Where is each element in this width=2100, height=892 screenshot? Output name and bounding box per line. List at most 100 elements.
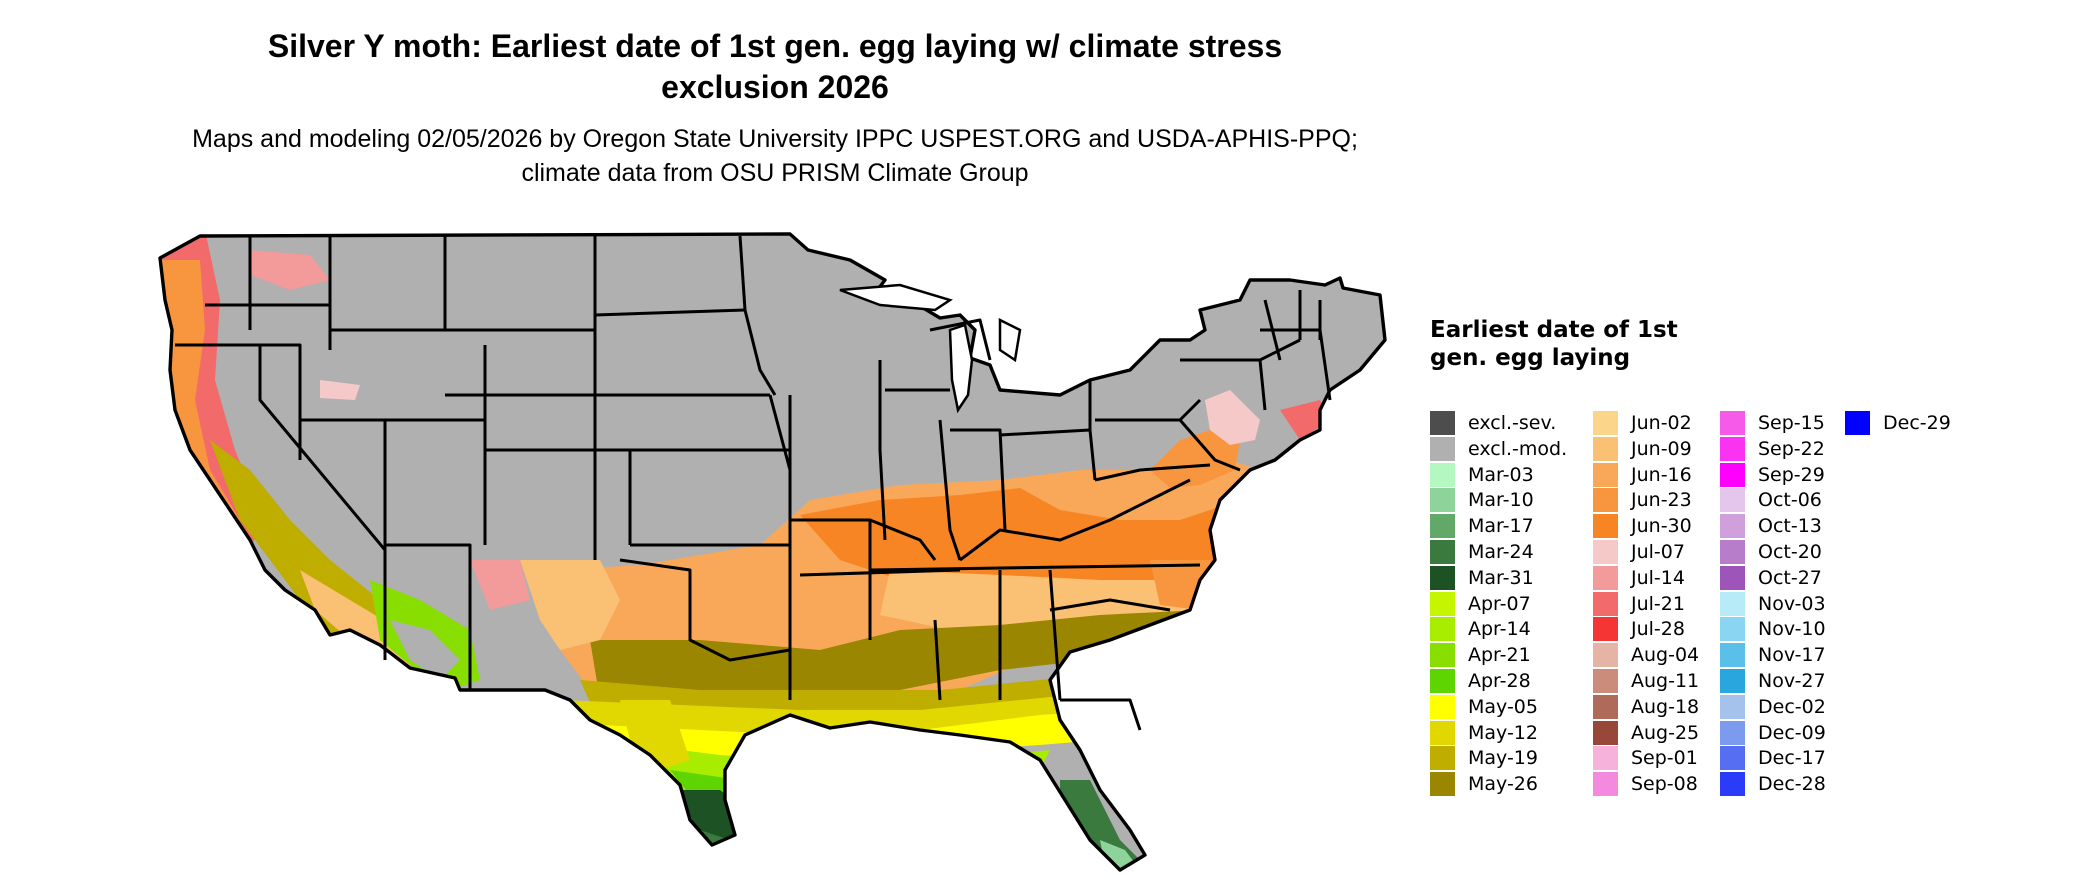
legend-swatch xyxy=(1430,643,1455,668)
legend-label: Dec-02 xyxy=(1758,695,1826,718)
legend-swatch xyxy=(1720,591,1745,616)
legend-swatch xyxy=(1430,668,1455,693)
legend-swatch xyxy=(1720,772,1745,797)
legend-swatch xyxy=(1593,539,1618,564)
legend-label: Mar-17 xyxy=(1468,515,1534,538)
legend-label: Oct-06 xyxy=(1758,489,1822,512)
legend-swatch xyxy=(1430,488,1455,513)
legend-label: Dec-29 xyxy=(1883,412,1951,434)
legend-swatch xyxy=(1720,411,1745,435)
legend-label: Aug-18 xyxy=(1631,695,1700,718)
map-title: Silver Y moth: Earliest date of 1st gen.… xyxy=(267,28,1283,105)
legend-label: Mar-03 xyxy=(1468,463,1534,486)
legend-swatch xyxy=(1430,746,1455,771)
legend-label: May-12 xyxy=(1468,721,1538,744)
legend-label: Jul-21 xyxy=(1631,592,1685,615)
legend-swatch xyxy=(1593,720,1618,745)
legend-label: Jun-30 xyxy=(1631,515,1692,538)
legend-label: Jul-07 xyxy=(1631,540,1685,563)
legend-swatch xyxy=(1593,772,1618,797)
legend-swatch xyxy=(1430,772,1455,797)
legend-title: Earliest date of 1st gen. egg laying xyxy=(1430,317,1678,371)
legend-swatch xyxy=(1593,668,1618,693)
legend-label: Sep-08 xyxy=(1631,773,1698,796)
us-map xyxy=(158,232,1387,872)
legend-label: Apr-28 xyxy=(1468,669,1531,692)
legend-label: Jul-28 xyxy=(1631,618,1685,641)
legend-swatch xyxy=(1720,668,1745,693)
legend-label: Dec-09 xyxy=(1758,721,1826,744)
legend-swatch xyxy=(1430,591,1455,616)
legend-swatch xyxy=(1845,411,1870,435)
legend-label: excl.-mod. xyxy=(1468,437,1568,460)
legend-swatch xyxy=(1720,462,1745,487)
legend-swatch xyxy=(1593,565,1618,590)
lake-huron xyxy=(998,317,1022,363)
legend-label: Dec-28 xyxy=(1758,773,1826,796)
legend-swatch xyxy=(1430,436,1455,461)
legend-swatch xyxy=(1720,643,1745,668)
legend-label: Sep-01 xyxy=(1631,747,1698,770)
legend-swatch xyxy=(1430,514,1455,539)
legend-label: Aug-25 xyxy=(1631,721,1700,744)
legend-label: Apr-21 xyxy=(1468,644,1531,667)
legend-swatch xyxy=(1593,411,1618,435)
legend-swatch xyxy=(1593,462,1618,487)
legend-swatch xyxy=(1593,643,1618,668)
legend-label: May-26 xyxy=(1468,773,1538,796)
great-lakes xyxy=(839,283,1022,414)
legend-swatch xyxy=(1720,488,1745,513)
legend-swatch xyxy=(1593,436,1618,461)
legend-label: Jun-09 xyxy=(1631,437,1692,460)
legend-swatch xyxy=(1720,720,1745,745)
legend-swatch xyxy=(1593,514,1618,539)
legend-label: excl.-sev. xyxy=(1468,412,1557,434)
legend-label: Apr-14 xyxy=(1468,618,1531,641)
legend-label: Mar-10 xyxy=(1468,489,1534,512)
map-subtitle: Maps and modeling 02/05/2026 by Oregon S… xyxy=(192,125,1358,187)
legend-label: May-19 xyxy=(1468,747,1538,770)
legend-label: Nov-10 xyxy=(1758,618,1826,641)
legend-swatch xyxy=(1593,746,1618,771)
legend-label: May-05 xyxy=(1468,695,1538,718)
legend-label: Mar-24 xyxy=(1468,540,1534,563)
legend-swatch xyxy=(1430,694,1455,719)
legend-label: Nov-03 xyxy=(1758,592,1826,615)
legend-label: Mar-31 xyxy=(1468,566,1534,589)
legend-label: Sep-15 xyxy=(1758,412,1825,434)
legend-swatch xyxy=(1593,617,1618,642)
legend-swatch xyxy=(1430,617,1455,642)
legend-label: Nov-17 xyxy=(1758,644,1826,667)
lake-superior xyxy=(839,283,953,312)
legend-swatch xyxy=(1430,411,1455,435)
legend-label: Oct-13 xyxy=(1758,515,1822,538)
legend-swatch xyxy=(1720,694,1745,719)
legend-label: Aug-11 xyxy=(1631,669,1700,692)
legend-swatch xyxy=(1430,565,1455,590)
legend-swatch xyxy=(1430,462,1455,487)
legend-swatch xyxy=(1593,591,1618,616)
legend-label: Jun-16 xyxy=(1631,463,1692,486)
legend-label: Oct-27 xyxy=(1758,566,1822,589)
legend-label: Sep-22 xyxy=(1758,437,1825,460)
legend-swatch xyxy=(1720,746,1745,771)
legend-label: Jul-14 xyxy=(1631,566,1685,589)
legend-swatch xyxy=(1720,436,1745,461)
legend-swatch xyxy=(1720,514,1745,539)
legend-label: Nov-27 xyxy=(1758,669,1826,692)
legend-label: Jun-23 xyxy=(1631,489,1692,512)
legend-swatch xyxy=(1720,565,1745,590)
lake-michigan xyxy=(948,323,974,414)
legend-swatch xyxy=(1593,694,1618,719)
legend-swatch xyxy=(1720,617,1745,642)
legend-swatch xyxy=(1430,539,1455,564)
legend-label: Aug-04 xyxy=(1631,644,1700,667)
legend-swatch xyxy=(1720,539,1745,564)
legend-label: Oct-20 xyxy=(1758,540,1822,563)
legend-label: Dec-17 xyxy=(1758,747,1826,770)
legend-swatch xyxy=(1430,720,1455,745)
legend-label: Apr-07 xyxy=(1468,592,1531,615)
legend-label: Jun-02 xyxy=(1631,412,1692,434)
legend-label: Sep-29 xyxy=(1758,463,1825,486)
legend-swatch xyxy=(1593,488,1618,513)
